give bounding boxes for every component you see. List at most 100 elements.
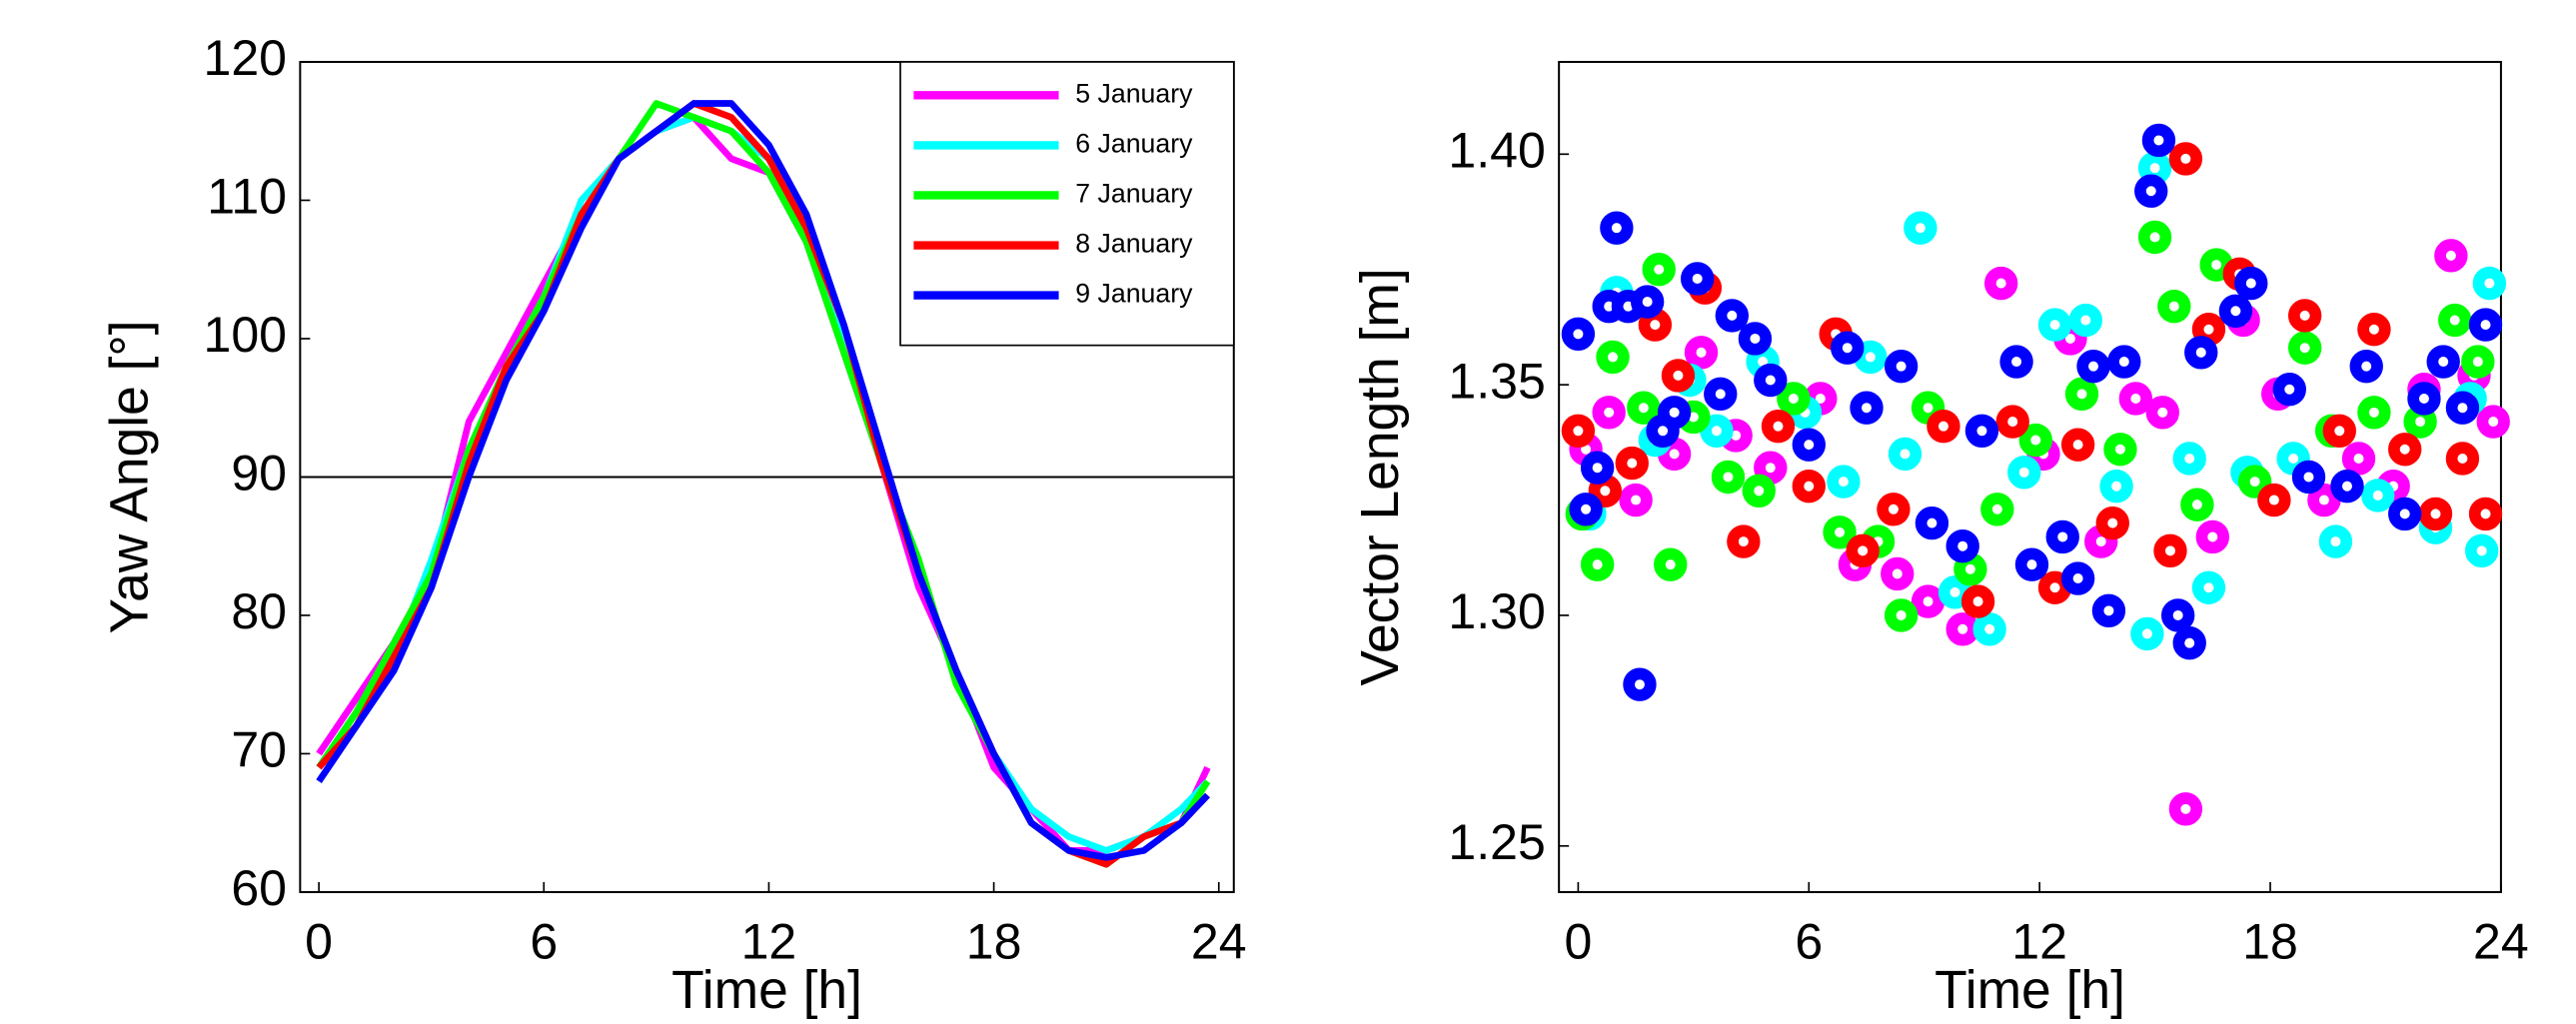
x-tick-label: 6 <box>530 914 558 970</box>
data-point <box>1704 377 1738 412</box>
data-point <box>1792 428 1826 462</box>
data-point <box>1596 340 1630 375</box>
data-point <box>2172 442 2206 476</box>
y-axis-label: Yaw Angle [°] <box>101 320 160 633</box>
data-point <box>2118 382 2153 416</box>
data-point <box>2076 349 2110 384</box>
data-point <box>2434 239 2468 273</box>
data-point <box>2007 456 2041 490</box>
data-point <box>1884 598 1919 632</box>
data-point <box>2472 266 2507 301</box>
data-point <box>2287 299 2322 333</box>
data-point <box>1888 437 1923 472</box>
data-point <box>1915 506 1949 540</box>
data-point <box>2014 547 2049 581</box>
data-point <box>1711 460 1746 495</box>
data-point <box>1569 493 1603 526</box>
data-point <box>1827 465 1861 499</box>
legend-label: 5 January <box>1075 78 1193 108</box>
data-point <box>2130 616 2164 651</box>
data-point <box>1654 547 1688 581</box>
data-point <box>1600 211 1634 245</box>
data-point <box>1761 409 1796 444</box>
data-point <box>2172 625 2206 660</box>
data-point <box>2168 792 2203 826</box>
y-tick-label: 80 <box>231 583 287 639</box>
data-point <box>2257 483 2291 517</box>
data-point <box>1580 547 1615 581</box>
data-point <box>2099 470 2133 504</box>
data-point <box>1715 299 1749 333</box>
data-point <box>2068 303 2103 338</box>
y-tick-label: 60 <box>231 860 287 916</box>
data-point <box>2476 405 2510 439</box>
x-tick-label: 12 <box>741 914 797 970</box>
data-point <box>2407 382 2441 416</box>
data-point <box>2060 428 2095 462</box>
data-point <box>2445 442 2480 476</box>
data-point <box>2195 519 2229 554</box>
data-point <box>2330 470 2364 504</box>
y-tick-label: 90 <box>231 446 287 502</box>
data-point <box>1877 493 1911 526</box>
data-point <box>2095 506 2129 540</box>
data-point <box>1823 515 1857 549</box>
legend-label: 8 January <box>1075 229 1193 259</box>
data-point <box>1580 451 1615 485</box>
x-tick-label: 18 <box>2242 914 2298 970</box>
data-point <box>1777 382 1811 416</box>
data-point <box>2168 142 2203 176</box>
data-point <box>1661 359 1696 393</box>
data-point <box>2341 442 2376 476</box>
data-point <box>2357 313 2391 347</box>
data-point <box>1881 556 1915 591</box>
data-point <box>1754 363 1788 398</box>
data-point <box>1945 529 1979 563</box>
x-tick-label: 18 <box>966 914 1022 970</box>
data-point <box>2234 266 2268 301</box>
data-point <box>1561 414 1596 448</box>
x-axis-label: Time [h] <box>1934 961 2125 1020</box>
data-point <box>2091 593 2126 628</box>
data-point <box>2438 303 2472 338</box>
x-tick-label: 12 <box>2011 914 2067 970</box>
x-tick-label: 0 <box>1564 914 1592 970</box>
data-point <box>1615 446 1649 481</box>
data-point <box>1792 470 1826 504</box>
legend-label: 9 January <box>1075 279 1193 309</box>
y-axis-label: Vector Length [m] <box>1351 268 1410 685</box>
data-point <box>2180 488 2214 521</box>
data-point <box>2103 433 2137 467</box>
data-point <box>1983 266 2018 301</box>
data-point <box>2461 345 2495 379</box>
data-point <box>2357 396 2391 430</box>
data-point <box>1657 396 1692 430</box>
y-tick-label: 1.25 <box>1448 814 1545 870</box>
data-point <box>1850 391 1884 425</box>
data-point <box>1995 405 2029 439</box>
data-point <box>1754 451 1788 485</box>
data-point <box>2237 465 2272 499</box>
data-point <box>1904 211 1937 245</box>
data-point <box>2141 123 2176 158</box>
data-point <box>1980 493 2014 526</box>
data-point <box>2157 289 2191 324</box>
data-line <box>316 100 1210 861</box>
legend-label: 7 January <box>1075 179 1193 209</box>
x-tick-label: 24 <box>1191 914 1247 970</box>
data-point <box>1742 474 1776 508</box>
data-point <box>1623 667 1657 701</box>
data-point <box>2191 570 2226 604</box>
data-point <box>1738 322 1773 356</box>
data-point <box>1927 409 1960 444</box>
data-point <box>2107 345 2141 379</box>
data-point <box>2318 524 2353 558</box>
x-tick-label: 24 <box>2473 914 2529 970</box>
data-point <box>1999 345 2033 379</box>
data-point <box>2388 433 2422 467</box>
y-tick-label: 100 <box>203 307 287 363</box>
data-point <box>2272 373 2306 407</box>
data-point <box>2445 391 2480 425</box>
data-point <box>2134 174 2168 208</box>
